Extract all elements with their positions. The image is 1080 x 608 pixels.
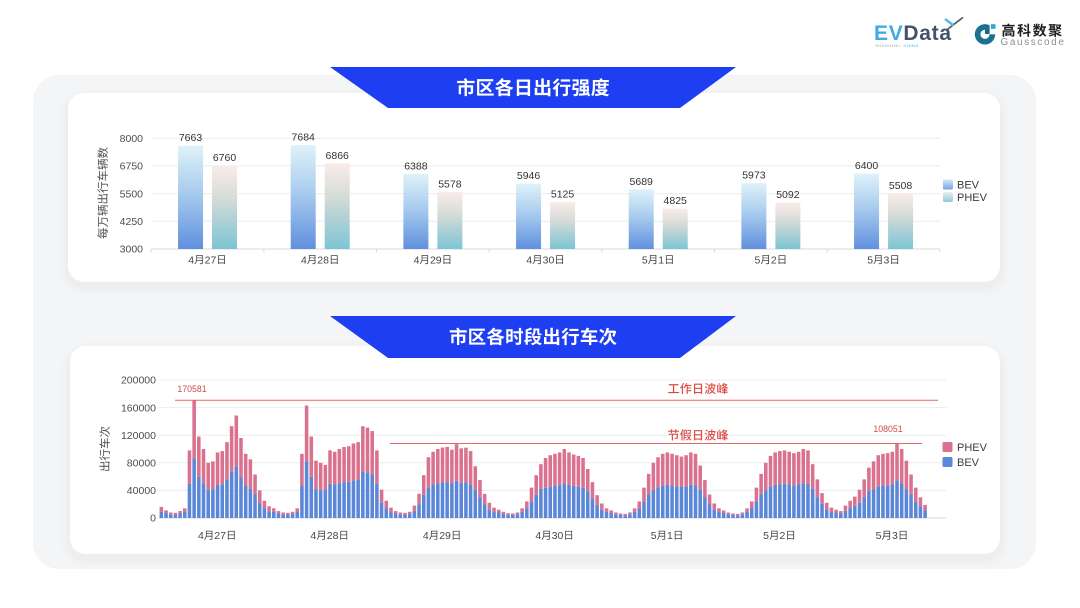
svg-text:200000: 200000 <box>121 375 156 387</box>
svg-text:CHINA: CHINA <box>904 43 919 48</box>
svg-text:PHEV: PHEV <box>957 442 988 454</box>
svg-text:4: 4 <box>310 530 316 542</box>
svg-text:80000: 80000 <box>127 458 156 470</box>
svg-text:30: 30 <box>552 530 564 542</box>
svg-text:28: 28 <box>317 254 329 266</box>
svg-text:4: 4 <box>301 254 307 266</box>
svg-text:3: 3 <box>892 530 898 542</box>
svg-text:30: 30 <box>543 254 555 266</box>
svg-text:4: 4 <box>535 530 541 542</box>
svg-text:2: 2 <box>780 530 786 542</box>
svg-text:27: 27 <box>214 530 226 542</box>
svg-text:6750: 6750 <box>120 161 144 173</box>
svg-text:5: 5 <box>867 254 873 266</box>
svg-text:7663: 7663 <box>179 132 203 144</box>
svg-text:120000: 120000 <box>121 430 156 442</box>
svg-text:6400: 6400 <box>855 160 879 172</box>
svg-text:SHANGHAI: SHANGHAI <box>875 43 900 48</box>
svg-text:4: 4 <box>526 254 532 266</box>
svg-text:27: 27 <box>205 254 217 266</box>
svg-text:Gausscode: Gausscode <box>1001 37 1066 48</box>
svg-text:1: 1 <box>667 530 673 542</box>
svg-text:29: 29 <box>430 254 442 266</box>
svg-text:4: 4 <box>188 254 194 266</box>
svg-text:BEV: BEV <box>957 457 980 469</box>
svg-text:EVData: EVData <box>874 22 952 45</box>
svg-text:3: 3 <box>884 254 890 266</box>
svg-text:160000: 160000 <box>121 402 156 414</box>
svg-text:5: 5 <box>876 530 882 542</box>
svg-text:5: 5 <box>755 254 761 266</box>
svg-text:5: 5 <box>642 254 648 266</box>
svg-text:5125: 5125 <box>551 188 575 200</box>
svg-text:5: 5 <box>763 530 769 542</box>
svg-text:5973: 5973 <box>742 170 766 182</box>
svg-text:4: 4 <box>198 530 204 542</box>
svg-text:6866: 6866 <box>326 150 350 162</box>
svg-text:3000: 3000 <box>120 244 144 256</box>
svg-text:1: 1 <box>658 254 664 266</box>
svg-text:5578: 5578 <box>438 178 462 190</box>
svg-text:4250: 4250 <box>120 216 144 228</box>
svg-text:5508: 5508 <box>889 180 913 192</box>
svg-text:5092: 5092 <box>776 189 800 201</box>
svg-text:28: 28 <box>327 530 339 542</box>
svg-text:2: 2 <box>771 254 777 266</box>
svg-text:4: 4 <box>423 530 429 542</box>
svg-text:5946: 5946 <box>517 170 541 182</box>
svg-text:6760: 6760 <box>213 152 237 164</box>
svg-text:5: 5 <box>651 530 657 542</box>
svg-text:7684: 7684 <box>292 132 316 144</box>
svg-text:5689: 5689 <box>630 176 654 188</box>
svg-text:4: 4 <box>414 254 420 266</box>
svg-text:BEV: BEV <box>957 179 980 191</box>
svg-text:108051: 108051 <box>873 424 902 434</box>
svg-text:6388: 6388 <box>404 160 428 172</box>
svg-text:5500: 5500 <box>120 188 144 200</box>
svg-text:40000: 40000 <box>127 485 156 497</box>
svg-text:4825: 4825 <box>664 195 688 207</box>
svg-text:8000: 8000 <box>120 133 144 145</box>
svg-text:0: 0 <box>150 513 156 525</box>
svg-text:29: 29 <box>439 530 451 542</box>
svg-text:PHEV: PHEV <box>957 192 988 204</box>
svg-text:170581: 170581 <box>177 384 206 394</box>
